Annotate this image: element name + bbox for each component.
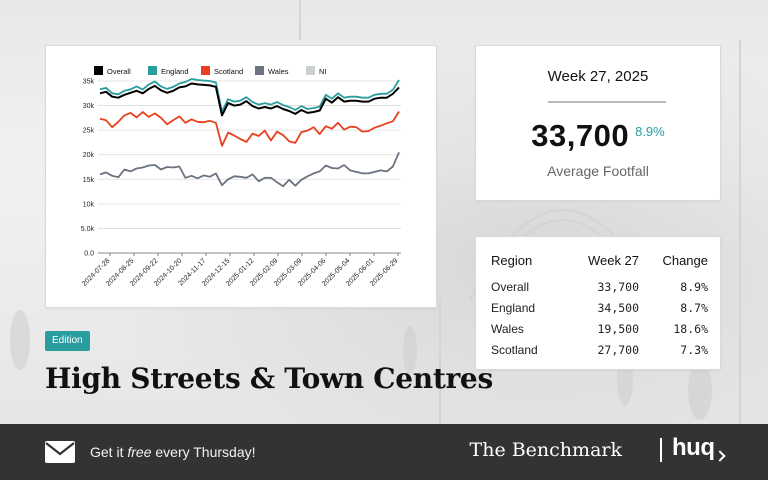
- cell-region: Overall: [491, 279, 530, 294]
- legend-swatch: [306, 66, 315, 75]
- y-tick-label: 5.0k: [81, 226, 95, 233]
- table-row: England 34,500 8.7%: [491, 297, 708, 318]
- cta-prefix: Get it: [90, 444, 128, 460]
- cell-region: Scotland: [491, 342, 538, 357]
- footfall-line-chart: Overall England Scotland Wales NI 0.0 5.0k 10k…: [81, 66, 401, 288]
- cell-week: 19,500: [597, 321, 640, 336]
- footer-bar: Get it free every Thursday! The Benchmar…: [0, 424, 768, 480]
- y-tick-label: 10k: [83, 201, 95, 208]
- legend-swatch: [201, 66, 210, 75]
- series-line-wales: [99, 151, 400, 188]
- table-row: Wales 19,500 18.6%: [491, 318, 708, 339]
- kpi-value-row: 33,700 8.9%: [476, 118, 720, 154]
- y-tick-label: 20k: [83, 152, 95, 159]
- y-tick-label: 35k: [83, 79, 95, 86]
- legend-swatch: [94, 66, 103, 75]
- footfall-chart-card: Overall England Scotland Wales NI 0.0 5.0k 10k…: [45, 45, 437, 308]
- region-table: Region Week 27 Change Overall 33,700 8.9…: [491, 253, 708, 360]
- kpi-change: 8.9%: [635, 124, 665, 139]
- cta-suffix: every Thursday!: [151, 444, 256, 460]
- page-title: High Streets & Town Centres: [45, 362, 493, 395]
- legend-label: England: [161, 67, 189, 76]
- region-table-card: Region Week 27 Change Overall 33,700 8.9…: [475, 236, 721, 370]
- table-row: Overall 33,700 8.9%: [491, 276, 708, 297]
- cell-change: 18.6%: [673, 321, 708, 336]
- table-row: Scotland 27,700 7.3%: [491, 339, 708, 360]
- series-line-scotland: [99, 111, 400, 147]
- cell-week: 27,700: [597, 342, 640, 357]
- brand-divider: [660, 438, 662, 462]
- cta-emphasis: free: [127, 444, 152, 460]
- legend-label: NI: [319, 67, 327, 76]
- cell-change: 8.7%: [680, 300, 708, 315]
- col-header-week: Week 27: [587, 253, 640, 268]
- legend-label: Overall: [107, 67, 131, 76]
- cell-week: 34,500: [597, 300, 640, 315]
- kpi-week-label: Week 27, 2025: [547, 68, 649, 85]
- legend-swatch: [255, 66, 264, 75]
- legend-label: Wales: [268, 67, 289, 76]
- legend-label: Scotland: [214, 67, 243, 76]
- series-line-overall: [99, 82, 400, 117]
- y-tick-label: 30k: [83, 103, 95, 110]
- legend-swatch: [148, 66, 157, 75]
- huq-logo: huq: [672, 434, 715, 461]
- y-tick-label: 25k: [83, 128, 95, 135]
- cell-week: 33,700: [597, 279, 640, 294]
- col-header-change: Change: [662, 253, 708, 268]
- kpi-divider: [548, 101, 666, 103]
- cell-change: 8.9%: [680, 279, 708, 294]
- cell-change: 7.3%: [680, 342, 708, 357]
- benchmark-brand: The Benchmark: [469, 439, 622, 461]
- kpi-value: 33,700: [531, 118, 630, 153]
- mail-icon: [45, 441, 75, 463]
- table-header-row: Region Week 27 Change: [491, 253, 708, 276]
- kpi-label: Average Footfall: [547, 163, 649, 179]
- cell-region: England: [491, 300, 536, 315]
- col-header-region: Region: [491, 253, 533, 268]
- edition-badge: Edition: [45, 331, 90, 351]
- kpi-card: Week 27, 2025 33,700 8.9% Average Footfa…: [475, 45, 721, 201]
- logo-tick-icon: [714, 450, 726, 462]
- y-tick-label: 15k: [83, 177, 95, 184]
- subscribe-cta[interactable]: Get it free every Thursday!: [90, 444, 256, 460]
- y-tick-label: 0.0: [84, 251, 94, 258]
- cell-region: Wales: [491, 321, 524, 336]
- series-line-england: [99, 78, 400, 113]
